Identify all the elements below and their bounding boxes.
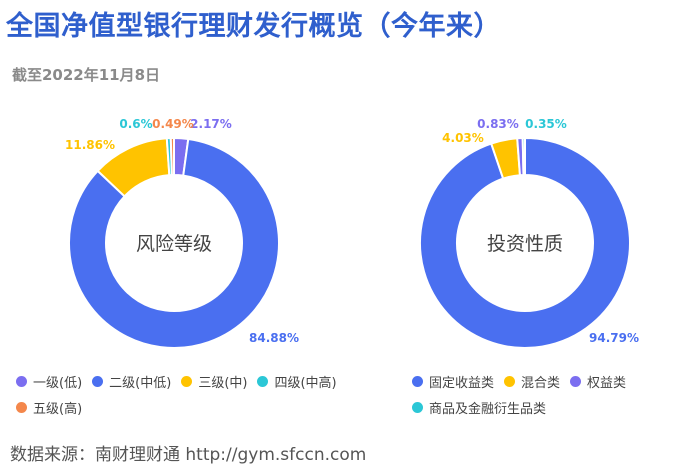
slice-value-label: 11.86% — [65, 138, 115, 152]
legend-label: 商品及金融衍生品类 — [429, 401, 547, 417]
legend-label: 二级(中低) — [109, 375, 172, 391]
legend-label: 三级(中) — [198, 375, 248, 391]
donut-slice — [68, 137, 280, 349]
legend-label: 一级(低) — [33, 375, 83, 391]
legend-item: 四级(中高) — [257, 368, 337, 394]
data-source: 数据来源：南财理财通 http://gym.sfccn.com — [10, 445, 367, 465]
legend-dot-icon — [412, 401, 423, 413]
legend-label: 权益类 — [587, 375, 627, 391]
legend-item: 权益类 — [570, 368, 626, 394]
slice-value-label: 2.17% — [190, 117, 232, 131]
donut-slice — [169, 136, 175, 177]
legend-item: 三级(中) — [181, 368, 247, 394]
legend-item: 一级(低) — [16, 368, 82, 394]
legend-item: 固定收益类 — [412, 368, 494, 394]
slice-value-label: 0.83% — [477, 117, 519, 131]
donut-slice — [521, 136, 526, 177]
legend-dot-icon — [412, 375, 423, 387]
risk-level-donut: 2.17% 84.88% 11.86% 0.6% 0.49% 风险等级 — [65, 117, 299, 349]
legend-item: 五级(高) — [16, 394, 82, 420]
risk-level-legend: 一级(低) 二级(中低) 三级(中) 四级(中高) 五级(高) — [16, 368, 376, 420]
legend-dot-icon — [181, 375, 193, 387]
legend-label: 固定收益类 — [429, 375, 495, 391]
donut-slice — [419, 136, 631, 349]
investment-type-donut: 94.79% 4.03%0.83% 0.35% 投资性质 — [419, 117, 639, 349]
legend-item: 二级(中低) — [92, 368, 171, 394]
legend-dot-icon — [257, 375, 269, 387]
legend-dot-icon — [504, 375, 516, 387]
investment-type-legend: 固定收益类 混合类 权益类商品及金融衍生品类 — [412, 368, 697, 420]
legend-dot-icon — [16, 401, 27, 413]
slice-value-label: 84.88% — [249, 331, 299, 345]
donut-center-label: 风险等级 — [136, 233, 212, 255]
legend-label: 混合类 — [521, 375, 561, 391]
legend-dot-icon — [570, 375, 582, 387]
page-title: 全国净值型银行理财发行概览（今年来） — [6, 11, 501, 42]
slice-value-label: 0.35% — [525, 117, 567, 131]
slice-value-label: 94.79% — [589, 331, 639, 345]
legend-item: 混合类 — [504, 368, 560, 394]
legend-dot-icon — [16, 375, 27, 387]
date-subtitle: 截至2022年11月8日 — [12, 66, 161, 84]
legend-item: 商品及金融衍生品类 — [412, 394, 546, 420]
donut-center-label: 投资性质 — [487, 233, 563, 255]
legend-label: 五级(高) — [33, 401, 83, 417]
legend-dot-icon — [92, 375, 104, 387]
legend-label: 四级(中高) — [274, 375, 337, 391]
slice-value-label: 0.49% — [152, 117, 194, 131]
slice-value-label: 0.6% — [119, 117, 152, 131]
slice-value-label: 4.03% — [442, 131, 484, 145]
